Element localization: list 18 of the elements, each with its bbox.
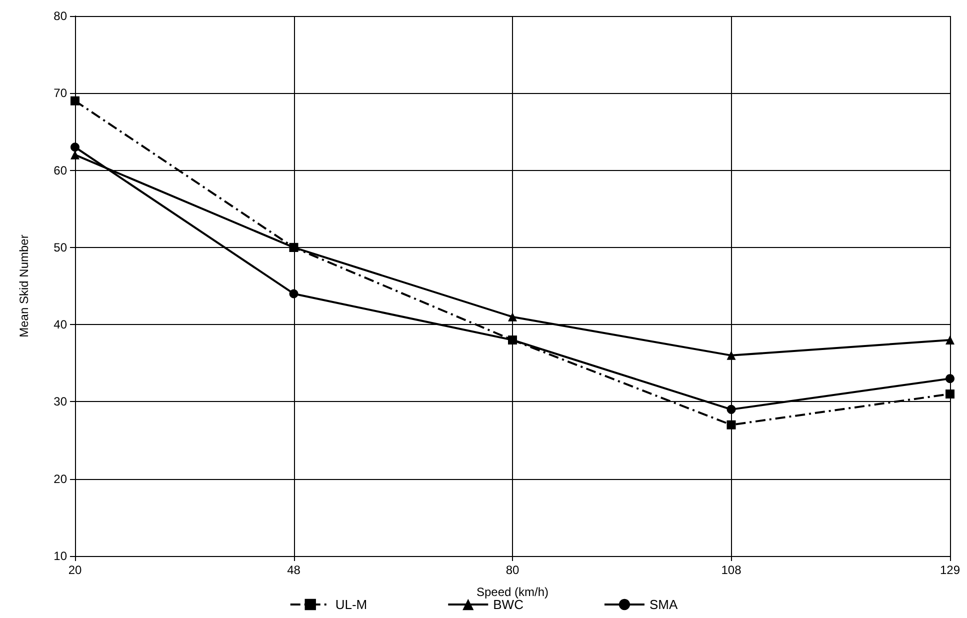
y-tick-label: 70 xyxy=(54,86,68,100)
y-tick-label: 50 xyxy=(54,240,68,254)
legend-label: UL-M xyxy=(335,597,368,612)
x-tick-label: 80 xyxy=(506,563,520,577)
y-tick-label: 80 xyxy=(54,9,68,23)
y-tick-label: 30 xyxy=(54,394,68,409)
x-axis-title: Speed (km/h) xyxy=(476,585,549,599)
legend-label: SMA xyxy=(649,597,678,612)
x-tick-label: 48 xyxy=(287,563,301,577)
y-axis-title: Mean Skid Number xyxy=(17,234,31,338)
y-tick-label: 10 xyxy=(54,549,68,563)
x-tick-label: 20 xyxy=(68,563,82,577)
y-tick-label: 20 xyxy=(54,472,68,486)
legend-label: BWC xyxy=(493,597,524,612)
x-tick-label: 129 xyxy=(940,563,960,577)
x-tick-label: 108 xyxy=(721,563,742,577)
y-tick-label: 60 xyxy=(54,163,68,178)
y-tick-label: 40 xyxy=(54,318,68,332)
